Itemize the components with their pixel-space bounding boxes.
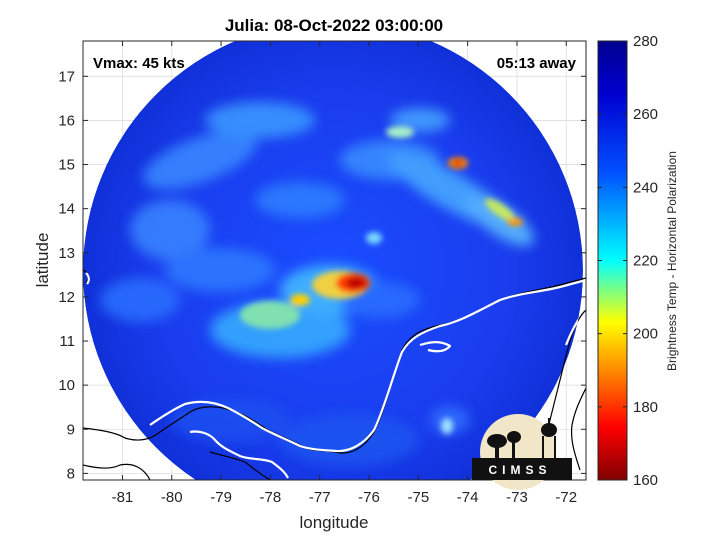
x-tick-label: -76: [358, 489, 380, 506]
y-tick-label: 16: [58, 112, 75, 129]
y-tick-label: 17: [58, 68, 75, 85]
colorbar-label: Brightness Temp - Horizontal Polarizatio…: [665, 151, 679, 371]
x-tick-label: -81: [112, 489, 134, 506]
x-tick-label: -72: [555, 489, 577, 506]
colorbar-tick-label: 260: [633, 106, 658, 123]
y-tick-label: 14: [58, 201, 75, 218]
x-tick-label: -80: [161, 489, 183, 506]
colorbar-tick-label: 160: [633, 472, 658, 489]
cimss-logo: CIMSS: [472, 414, 572, 490]
x-tick-label: -79: [210, 489, 232, 506]
colorbar-ticks: 280 260 240 220 200 180 160: [598, 33, 658, 489]
y-tick-label: 8: [67, 465, 75, 482]
colorbar-tick-label: 220: [633, 253, 658, 270]
colorbar-tick-label: 240: [633, 179, 658, 196]
y-axis-label: latitude: [33, 233, 52, 288]
x-tick-label: -74: [457, 489, 479, 506]
coastlines: [83, 269, 586, 480]
colorbar-scale: [597, 40, 628, 481]
y-tick-label: 9: [67, 421, 75, 438]
y-tick-label: 10: [58, 377, 75, 394]
brightness-temperature-swath: [83, 41, 583, 480]
x-tick-label: -75: [407, 489, 429, 506]
chart-title: Julia: 08-Oct-2022 03:00:00: [225, 16, 443, 35]
x-tick-label: -77: [309, 489, 331, 506]
vmax-annotation: Vmax: 45 kts: [93, 55, 185, 72]
x-axis-label: longitude: [299, 513, 368, 532]
y-axis-ticks: 8 9 10 11 12 13 14 15 16 17: [58, 68, 586, 482]
y-tick-label: 13: [58, 245, 75, 262]
colorbar-tick-label: 200: [633, 326, 658, 343]
colorbar-tick-label: 180: [633, 399, 658, 416]
x-tick-label: -78: [260, 489, 282, 506]
logo-text: CIMSS: [488, 463, 551, 477]
x-axis-ticks: -81 -80 -79 -78 -77 -76 -75 -74 -73 -72: [112, 41, 577, 506]
x-tick-label: -73: [506, 489, 528, 506]
colorbar: 280 260 240 220 200 180 160 Brightness Temp - …: [597, 33, 679, 489]
y-tick-label: 15: [58, 157, 75, 174]
y-tick-label: 12: [58, 289, 75, 306]
colorbar-tick-label: 280: [633, 33, 658, 50]
y-tick-label: 11: [59, 333, 75, 350]
time-away-annotation: 05:13 away: [497, 55, 577, 72]
plot-border: [82, 40, 587, 481]
